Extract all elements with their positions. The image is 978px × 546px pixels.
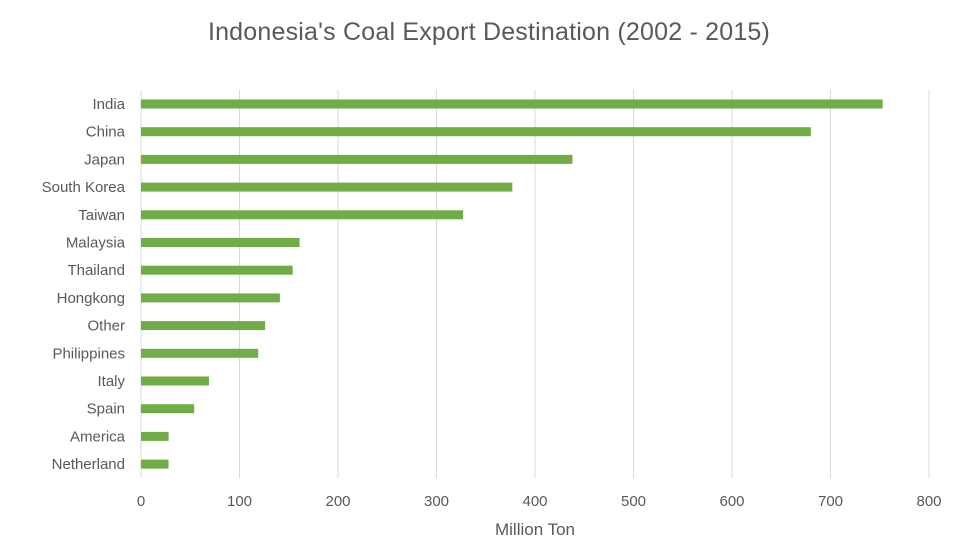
x-tick-label-800: 800	[916, 493, 941, 510]
category-label-taiwan: Taiwan	[78, 207, 125, 224]
bar-netherland	[141, 459, 169, 469]
x-tick-label-100: 100	[227, 493, 252, 510]
category-label-italy: Italy	[97, 373, 125, 390]
bar-hongkong	[141, 293, 280, 303]
x-tick-label-400: 400	[522, 493, 547, 510]
bar-malaysia	[141, 238, 300, 247]
bar-philippines	[141, 348, 259, 358]
bar-india	[141, 99, 883, 109]
category-label-philippines: Philippines	[52, 345, 125, 362]
x-tick-label-600: 600	[719, 493, 744, 510]
category-label-india: India	[92, 96, 125, 113]
category-label-south-korea: South Korea	[42, 179, 126, 196]
x-tick-label-500: 500	[621, 493, 646, 510]
category-label-spain: Spain	[87, 401, 125, 418]
bar-taiwan	[141, 210, 464, 220]
category-label-japan: Japan	[84, 151, 125, 168]
bar-japan	[141, 154, 573, 164]
category-label-other: Other	[87, 318, 125, 335]
bar-china	[141, 127, 811, 137]
bar-italy	[141, 376, 209, 386]
x-tick-label-200: 200	[325, 493, 350, 510]
chart-title: Indonesia's Coal Export Destination (200…	[207, 18, 771, 46]
category-label-china: China	[86, 124, 126, 141]
x-axis-title: Million Ton	[495, 520, 575, 539]
category-label-america: America	[70, 428, 126, 445]
category-label-hongkong: Hongkong	[57, 290, 125, 307]
bar-other	[141, 321, 266, 331]
bar-spain	[141, 404, 195, 414]
x-tick-label-300: 300	[424, 493, 449, 510]
bar-america	[141, 431, 169, 441]
category-label-malaysia: Malaysia	[66, 235, 126, 252]
x-tick-label-0: 0	[137, 493, 145, 510]
category-label-thailand: Thailand	[67, 262, 125, 279]
x-tick-label-700: 700	[818, 493, 843, 510]
bar-thailand	[141, 265, 293, 275]
bar-south-korea	[141, 182, 513, 192]
category-label-netherland: Netherland	[52, 456, 125, 473]
